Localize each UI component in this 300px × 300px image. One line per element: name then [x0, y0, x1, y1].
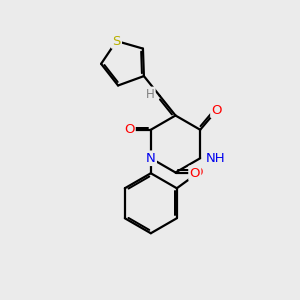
Text: O: O — [190, 167, 200, 180]
Text: O: O — [192, 166, 202, 179]
Text: N: N — [146, 152, 156, 165]
Text: O: O — [212, 104, 222, 117]
Text: NH: NH — [206, 152, 225, 165]
Text: S: S — [112, 34, 121, 47]
Text: H: H — [146, 88, 154, 101]
Text: O: O — [124, 123, 134, 136]
